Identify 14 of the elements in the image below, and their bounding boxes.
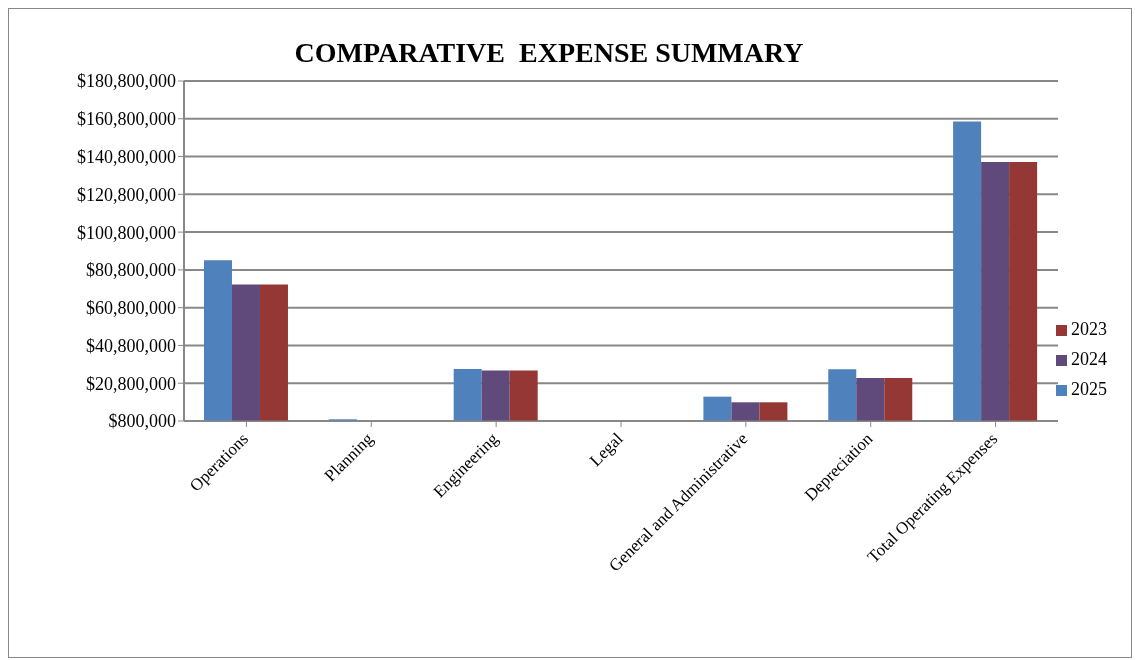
y-tick-label: $120,800,000 — [77, 184, 176, 205]
legend-label: 2025 — [1071, 379, 1107, 399]
y-tick-label: $800,000 — [108, 411, 176, 432]
y-tick-label: $40,800,000 — [86, 335, 176, 356]
y-tick-label: $80,800,000 — [86, 260, 176, 281]
y-tick-label: $100,800,000 — [77, 222, 176, 243]
y-tick-label: $20,800,000 — [86, 373, 176, 394]
y-tick-label: $60,800,000 — [86, 298, 176, 319]
y-tick-label: $180,800,000 — [77, 71, 176, 92]
chart-title: COMPARATIVE EXPENSE SUMMARY — [293, 36, 805, 69]
legend-label: 2023 — [1071, 319, 1107, 339]
y-tick-label: $140,800,000 — [77, 146, 176, 167]
legend-label: 2024 — [1071, 349, 1107, 369]
y-tick-label: $160,800,000 — [77, 109, 176, 130]
